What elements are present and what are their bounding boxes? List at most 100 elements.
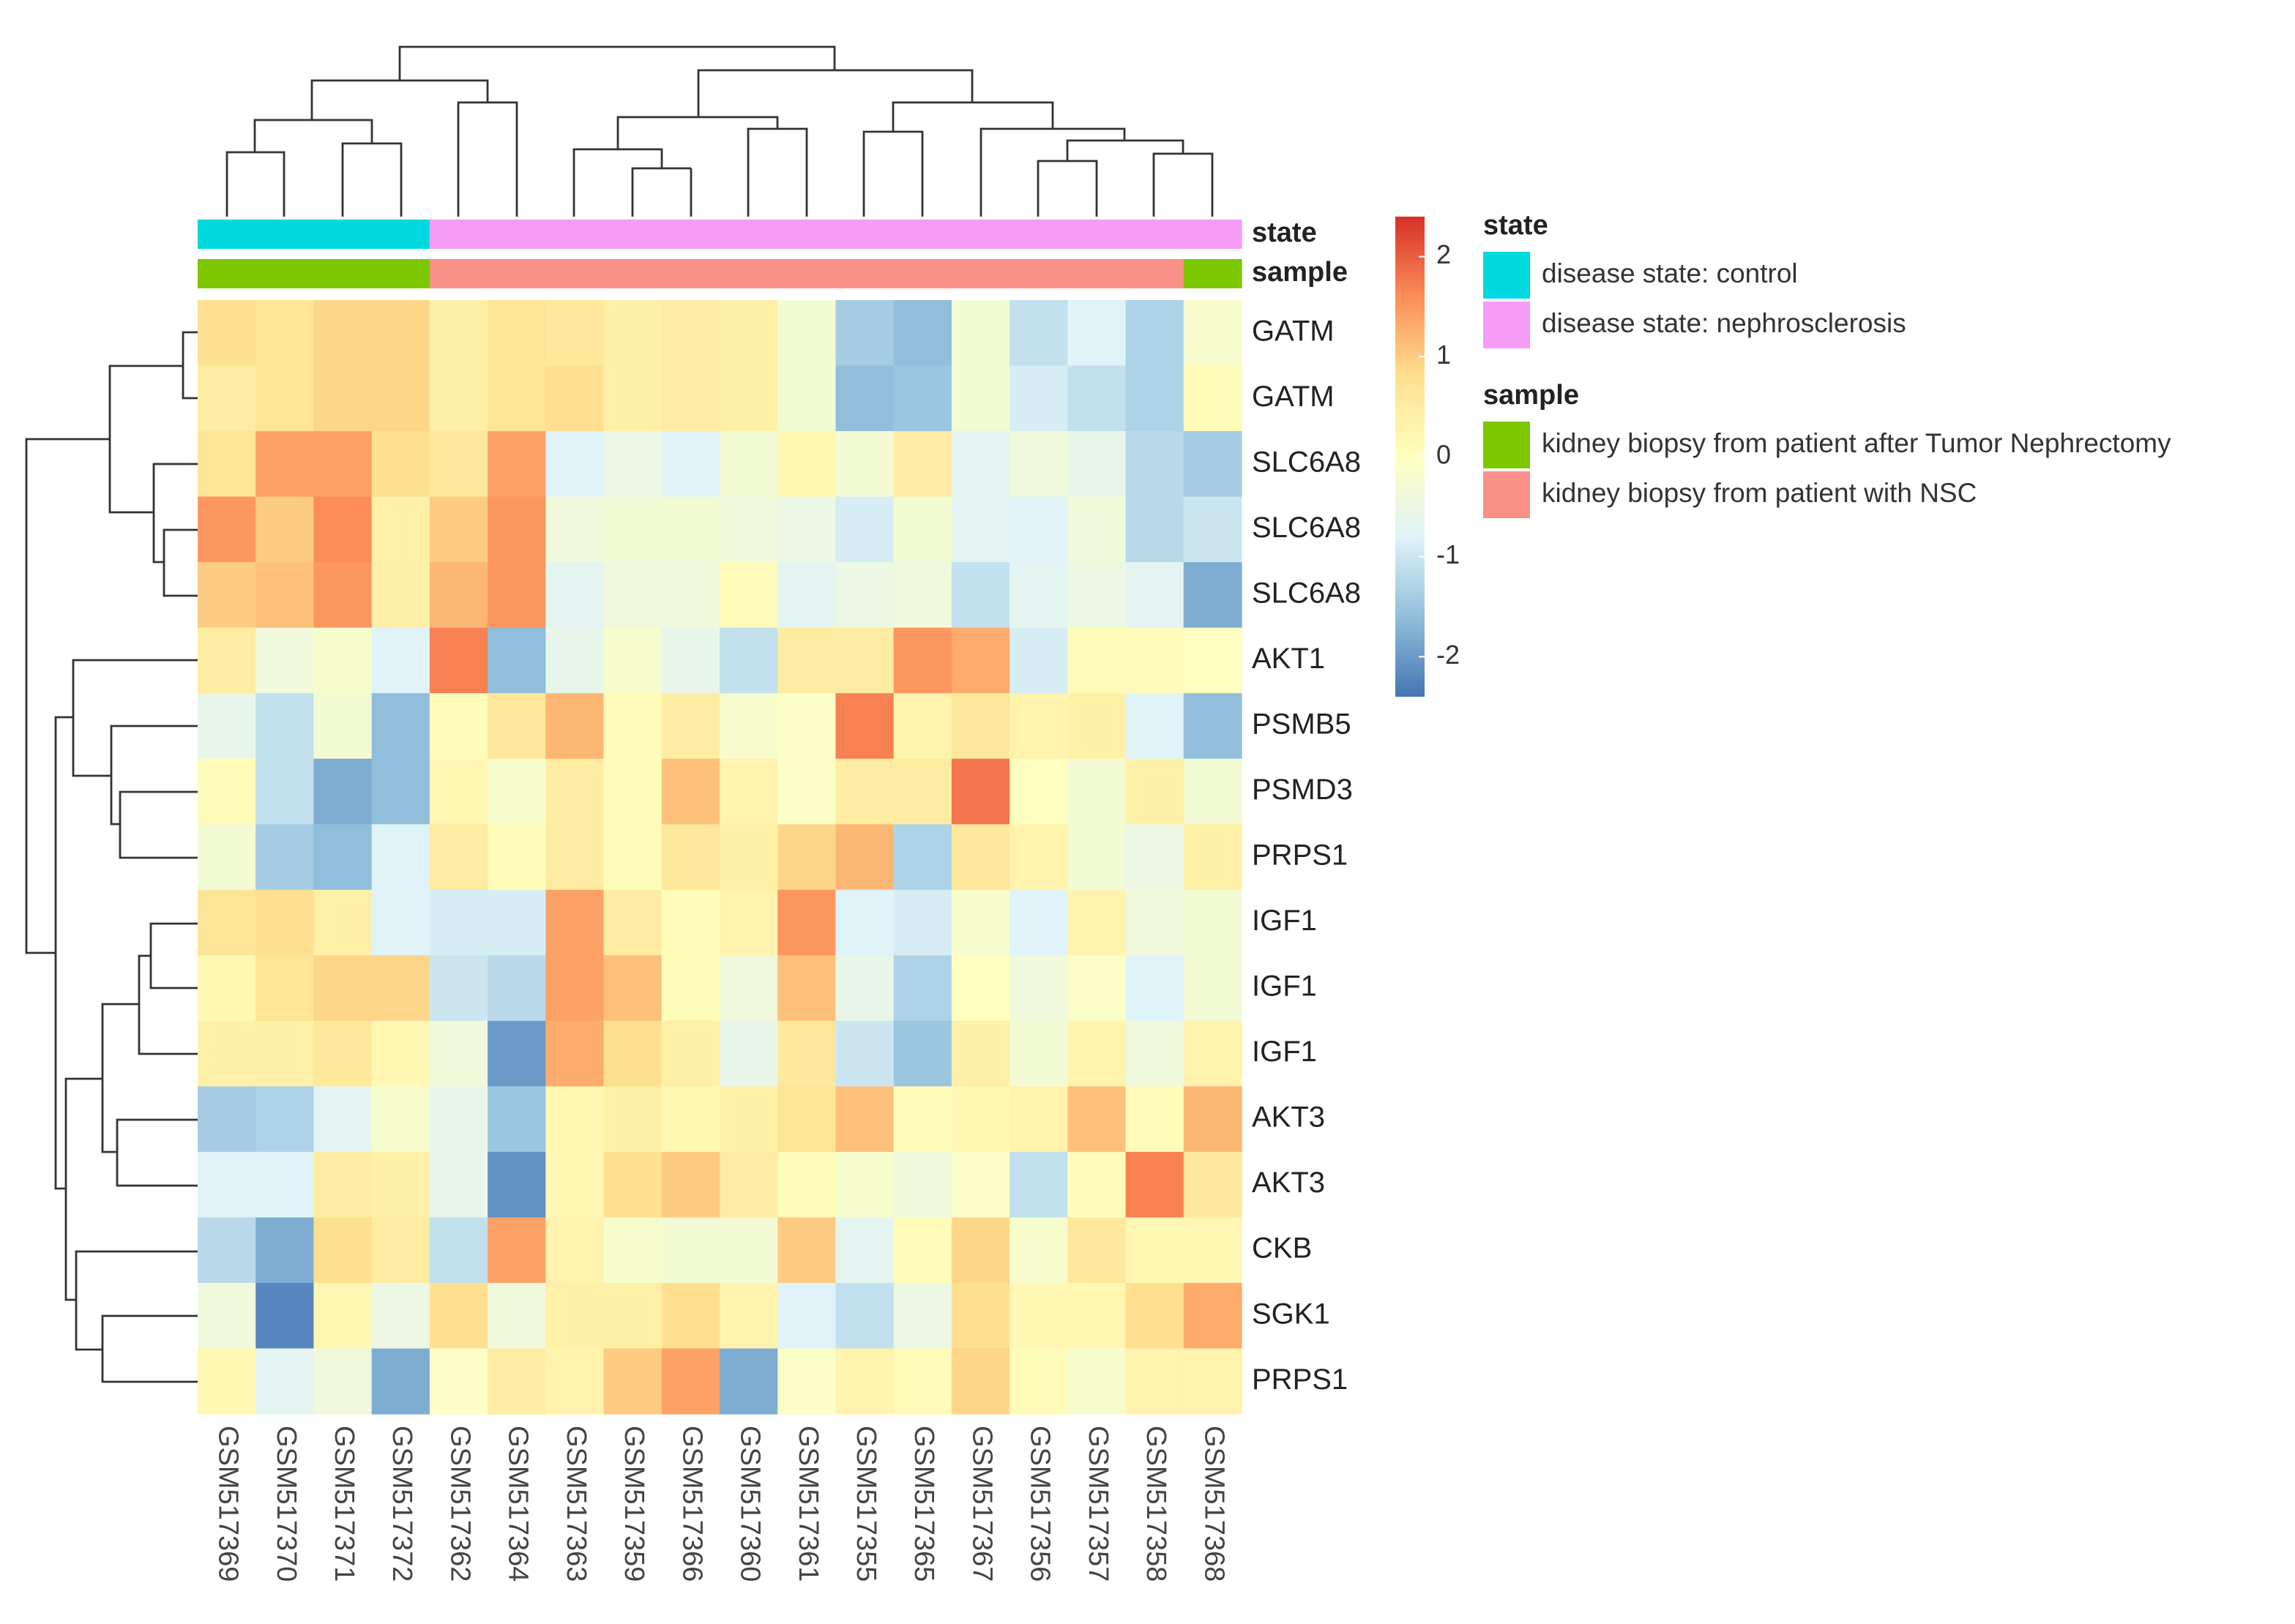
- heat-cell: [429, 1086, 488, 1153]
- heat-cell: [777, 627, 837, 694]
- heat-cell: [661, 1020, 720, 1087]
- annotation-cell: [1067, 259, 1127, 288]
- column-label: GSM517361: [793, 1426, 824, 1582]
- heat-cell: [545, 1020, 605, 1087]
- column-label: GSM517370: [271, 1426, 302, 1582]
- heat-cell: [371, 824, 430, 891]
- heat-cell: [1183, 1348, 1242, 1415]
- heat-cell: [603, 627, 663, 694]
- heat-cell: [429, 365, 488, 432]
- annotation-cell: [371, 259, 430, 288]
- heat-cell: [313, 562, 373, 629]
- heat-cell: [313, 955, 373, 1022]
- row-label: PSMD3: [1252, 774, 1353, 806]
- heat-cell: [1125, 693, 1184, 760]
- heat-cell: [198, 758, 256, 825]
- heat-cell: [313, 300, 373, 367]
- row-label: GATM: [1252, 315, 1335, 347]
- heat-cell: [545, 1217, 605, 1284]
- heat-cell: [603, 1282, 663, 1350]
- row-label: PRPS1: [1252, 839, 1348, 872]
- heat-cell: [720, 955, 778, 1022]
- heat-cell: [951, 889, 1010, 956]
- heat-cell: [835, 889, 895, 956]
- column-label: GSM517360: [735, 1426, 766, 1582]
- heat-cell: [545, 562, 605, 629]
- annotation-cell: [198, 259, 256, 288]
- color-bar-label: 0: [1436, 440, 1451, 470]
- heat-cell: [488, 562, 546, 629]
- heat-cell: [835, 1020, 895, 1087]
- heat-cell: [488, 1086, 546, 1153]
- heat-cell: [1067, 496, 1127, 563]
- heat-cell: [371, 300, 430, 367]
- heat-cell: [893, 562, 952, 629]
- heat-cell: [429, 889, 488, 956]
- heat-cell: [429, 693, 488, 760]
- heat-cell: [198, 889, 256, 956]
- heat-cell: [313, 758, 373, 825]
- annotation-cell: [603, 220, 663, 249]
- heat-cell: [951, 955, 1010, 1022]
- heat-cell: [720, 1217, 778, 1284]
- heat-cell: [835, 300, 895, 367]
- heat-cell: [777, 1282, 837, 1350]
- heatmap-layer: GATM GATM SLC6A8 SLC6A8 SLC6A8 AKT1 PSMB5 PSMD3…: [198, 210, 2171, 1582]
- heat-cell: [777, 889, 837, 956]
- row-label: IGF1: [1252, 905, 1317, 937]
- heat-cell: [371, 1217, 430, 1284]
- heat-cell: [603, 889, 663, 956]
- heat-cell: [198, 1282, 256, 1350]
- legend-title: sample: [1483, 380, 1579, 411]
- annotation-cell: [777, 220, 837, 249]
- heat-cell: [255, 1151, 315, 1219]
- heat-cell: [488, 627, 546, 694]
- heat-cell: [951, 496, 1010, 563]
- heat-cell: [893, 758, 952, 825]
- heat-cell: [893, 824, 952, 891]
- heat-cell: [951, 562, 1010, 629]
- heat-cell: [545, 693, 605, 760]
- heat-cell: [1010, 365, 1068, 432]
- heat-cell: [371, 1348, 430, 1415]
- heat-cell: [777, 1348, 837, 1415]
- annotation-cell: [488, 259, 546, 288]
- column-label: GSM517359: [619, 1426, 649, 1582]
- heat-cell: [313, 1151, 373, 1219]
- column-label: GSM517365: [908, 1426, 939, 1582]
- heat-cell: [661, 496, 720, 563]
- heat-cell: [603, 693, 663, 760]
- heat-cell: [198, 824, 256, 891]
- heat-cell: [198, 627, 256, 694]
- heat-cell: [429, 1282, 488, 1350]
- heat-cell: [1183, 1151, 1242, 1219]
- heat-cell: [198, 693, 256, 760]
- heat-cell: [835, 824, 895, 891]
- heat-cell: [255, 365, 315, 432]
- heat-cell: [488, 1020, 546, 1087]
- heat-cell: [255, 300, 315, 367]
- heat-cell: [371, 889, 430, 956]
- heat-cell: [720, 1151, 778, 1219]
- heat-cell: [371, 1086, 430, 1153]
- heat-cell: [255, 496, 315, 563]
- heat-cell: [835, 1348, 895, 1415]
- heat-cell: [1067, 889, 1127, 956]
- heat-cell: [661, 627, 720, 694]
- heat-cell: [720, 431, 778, 498]
- heat-cell: [198, 1086, 256, 1153]
- heat-cell: [313, 627, 373, 694]
- heat-cell: [720, 889, 778, 956]
- annotation-cell: [545, 220, 605, 249]
- heat-cell: [777, 496, 837, 563]
- annotation-label: state: [1252, 217, 1317, 248]
- heat-cell: [951, 627, 1010, 694]
- heat-cell: [661, 955, 720, 1022]
- heat-cell: [603, 365, 663, 432]
- annotation-cell: [1125, 259, 1184, 288]
- heat-cell: [1183, 1217, 1242, 1284]
- heat-cell: [720, 1086, 778, 1153]
- annotation-cell: [1010, 259, 1068, 288]
- column-label: GSM517372: [387, 1426, 417, 1582]
- row-label: IGF1: [1252, 970, 1317, 1003]
